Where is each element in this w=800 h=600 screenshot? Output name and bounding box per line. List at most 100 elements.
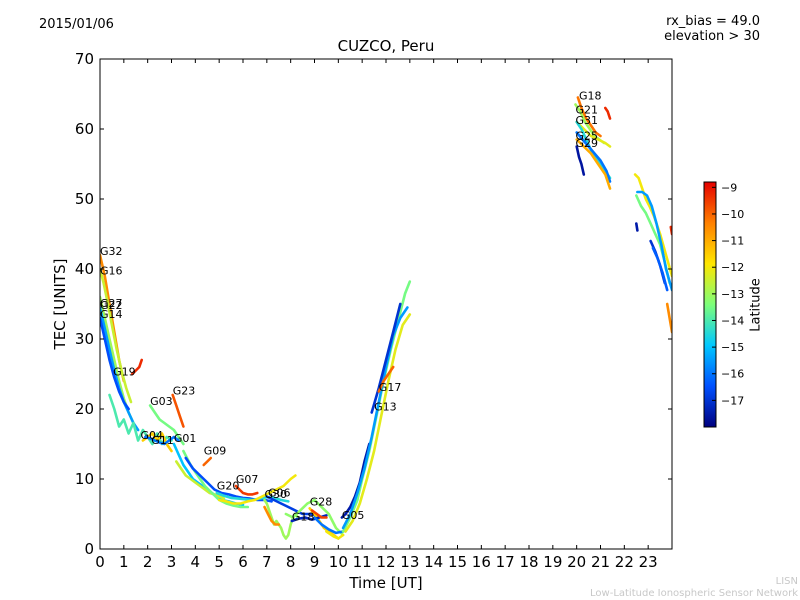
tec-series-38 [575,131,612,183]
satellite-label: G28 [310,496,333,509]
x-tick-label: 9 [310,553,320,571]
y-tick-label: 50 [75,190,94,208]
satellite-label: G19 [113,365,136,378]
x-ticks: 0 1 2 3 4 5 6 7 8 9 10 11 12 13 14 15 16 17 18 19 20 21 22 23 [95,59,658,571]
tec-series-41 [604,106,612,120]
x-tick-label: 0 [95,553,105,571]
y-tick-label: 70 [75,50,94,68]
colorbar-tick-label: −13 [721,288,744,301]
satellite-label: G29 [576,137,599,150]
tec-series-48 [665,302,672,334]
satellite-label: G25 [576,130,599,143]
satellite-label: G18 [579,90,602,103]
satellite-label: G09 [204,445,227,458]
tec-series-33 [377,365,395,393]
tec-series-4 [100,316,130,411]
colorbar-tick-label: −11 [721,235,744,248]
satellite-label: G03 [150,395,173,408]
tec-series-17 [217,474,297,505]
x-tick-label: 7 [262,553,272,571]
x-tick-label: 14 [424,553,443,571]
satellite-label: G23 [173,384,196,397]
x-tick-label: 21 [591,553,610,571]
tec-series-10 [171,393,185,428]
satellite-label: G14 [100,308,123,321]
tec-series-15 [202,456,213,467]
satellite-label: G20 [217,480,240,493]
x-tick-label: 16 [472,553,491,571]
satellite-label: G17 [379,381,402,394]
x-tick-label: 20 [567,553,586,571]
elevation-label: elevation > 30 [664,29,760,44]
colorbar-tick-label: −9 [721,181,737,194]
satellite-label: G18 [292,510,315,523]
tec-series-6 [130,358,143,376]
tec-series-26 [325,530,345,540]
tec-series-40 [575,145,586,176]
x-tick-label: 23 [639,553,658,571]
date-label: 2015/01/06 [39,17,114,32]
y-tick-label: 40 [75,260,94,278]
colorbar-tick-label: −10 [721,208,744,221]
x-tick-label: 19 [543,553,562,571]
x-tick-label: 11 [353,553,372,571]
y-tick-label: 10 [75,470,94,488]
satellite-label: G16 [100,265,123,278]
tec-series-20 [263,505,281,526]
x-tick-label: 15 [448,553,467,571]
x-tick-label: 6 [238,553,248,571]
satellite-label: G27 [100,297,123,310]
y-tick-label: 30 [75,330,94,348]
tec-series-1 [100,267,133,404]
x-tick-label: 13 [400,553,419,571]
tec-series-30 [344,313,412,533]
x-tick-label: 22 [615,553,634,571]
tec-series-36 [575,120,612,148]
satellite-label: G07 [236,473,259,486]
tec-series-7 [148,404,185,446]
x-tick-label: 2 [143,553,153,571]
x-tick-label: 3 [167,553,177,571]
tec-series-31 [341,306,409,530]
colorbar-tick-label: −14 [721,314,744,327]
x-tick-label: 4 [191,553,201,571]
tec-series-43 [633,173,672,278]
x-tick-label: 18 [519,553,538,571]
y-tick-label: 20 [75,400,94,418]
satellite-label: G11 [151,434,174,447]
chart-title: CUZCO, Peru [337,37,435,55]
colorbar-tick-label: −12 [721,261,744,274]
tec-series-47 [651,246,669,292]
y-tick-label: 60 [75,120,94,138]
satellite-label: G05 [342,509,365,522]
tec-series-22 [284,498,345,537]
tec-series-32 [370,302,402,414]
colorbar-tick-label: −15 [721,341,744,354]
y-ticks: 0 10 20 30 40 50 60 70 [75,50,672,558]
satellite-label: G13 [374,400,397,413]
rx-bias-label: rx_bias = 49.0 [666,14,760,29]
tec-series-34 [576,96,602,138]
satellite-label: G22 [100,299,123,312]
tec-series-9 [144,435,180,446]
series-layer [100,96,672,540]
tec-series-39 [575,138,612,190]
x-tick-label: 10 [329,553,348,571]
tec-series-45 [636,190,672,292]
satellite-label: G04 [141,429,164,442]
x-axis-label: Time [UT] [349,574,423,592]
satellite-label: G32 [100,245,123,258]
x-tick-label: 12 [376,553,395,571]
credit-long: Low-Latitude Ionospheric Sensor Network [590,588,798,599]
colorbar-tick-label: −17 [721,394,744,407]
tec-series-21 [265,495,319,517]
colorbar [703,181,717,428]
y-tick-label: 0 [84,540,94,558]
x-tick-label: 8 [286,553,296,571]
satellite-label: G06 [268,487,291,500]
x-tick-label: 1 [119,553,129,571]
colorbar-ticks: −9 −10 −11 −12 −13 −14 −15 −16 −17 [712,181,744,407]
satellite-label: G30 [265,488,288,501]
